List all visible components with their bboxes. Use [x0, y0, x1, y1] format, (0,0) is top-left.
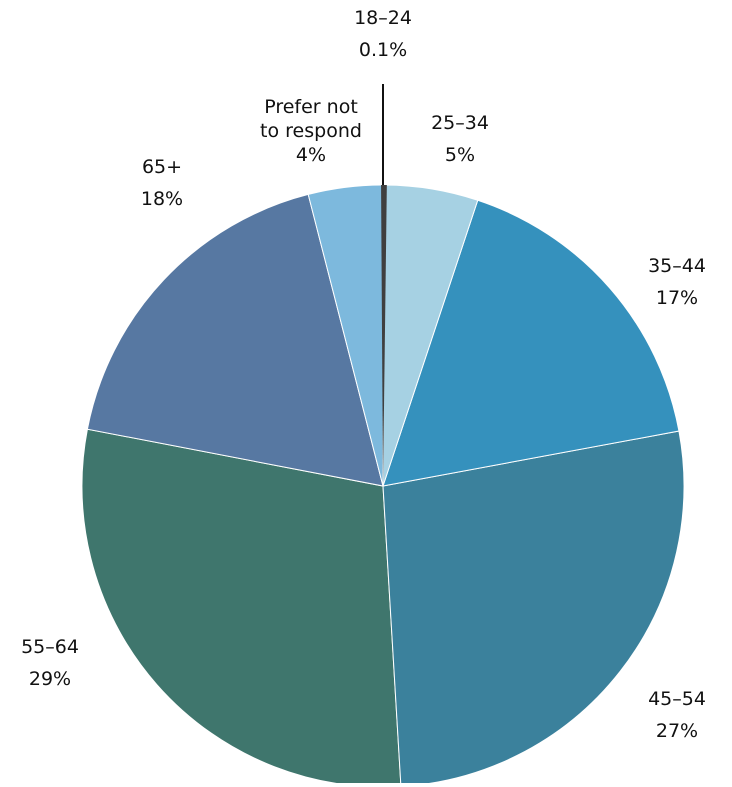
slice-name-35-44: 35–44	[648, 255, 706, 277]
slice-name-18-24: 18–24	[354, 7, 412, 29]
slice-value-65: 18%	[141, 188, 183, 210]
slice-label-35-44: 35–44 17%	[648, 255, 706, 309]
slice-name-65: 65+	[142, 156, 182, 178]
slice-value-55-64: 29%	[29, 668, 71, 690]
slice-value-18-24: 0.1%	[359, 39, 407, 61]
slice-name-55-64: 55–64	[21, 636, 79, 658]
pie-slice-35-44	[382, 199, 680, 487]
slice-label-55-64: 55–64 29%	[21, 636, 79, 690]
slice-value-prefer-not-to-respond: 4%	[296, 144, 326, 166]
pie-slice-65	[86, 193, 384, 487]
slice-label-25-34: 25–34 5%	[431, 112, 489, 166]
slice-label-65: 65+18%	[141, 156, 183, 210]
slice-name-25-34: 25–34	[431, 112, 489, 134]
slice-value-25-34: 5%	[445, 144, 475, 166]
pie-slice-45-54	[382, 430, 685, 787]
pie-slice-55-64	[81, 428, 402, 787]
pie-slice-18-24	[381, 184, 387, 486]
slice-value-45-54: 27%	[656, 720, 698, 742]
slice-name-prefer-not-to-respond: Prefer not to respond	[260, 96, 362, 142]
slice-label-45-54: 45–54 27%	[648, 688, 706, 742]
slice-value-35-44: 17%	[656, 287, 698, 309]
slice-label-18-24: 18–24 0.1%	[354, 7, 412, 61]
slice-name-45-54: 45–54	[648, 688, 706, 710]
